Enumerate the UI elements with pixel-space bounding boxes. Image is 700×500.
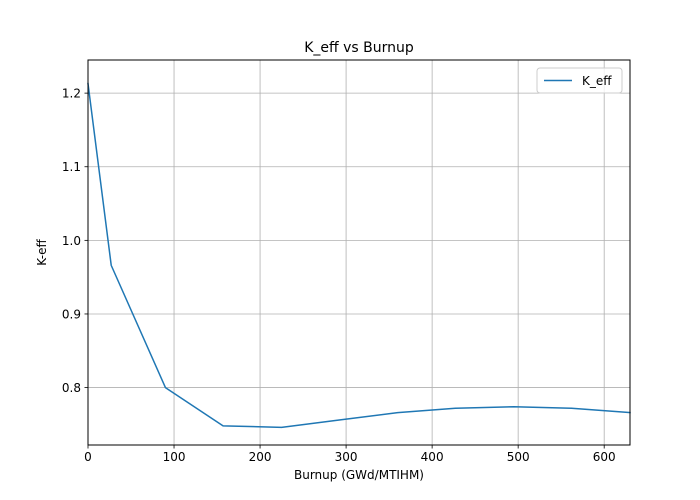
data-point — [281, 427, 283, 429]
data-point — [397, 412, 399, 414]
y-tick-label: 0.8 — [62, 381, 81, 395]
grid-lines — [87, 60, 630, 445]
axis-ticks: 0 100 200 300 400 500 600 0.8 0.9 1.0 1.1 1.2 — [62, 87, 616, 464]
y-tick-label: 1.2 — [62, 87, 81, 101]
x-tick-label: 400 — [421, 450, 444, 464]
data-point — [455, 407, 457, 409]
x-axis-label: Burnup (GWd/MTIHM) — [294, 468, 424, 482]
data-point — [222, 425, 224, 427]
plot-frame — [87, 59, 631, 446]
data-point — [513, 406, 515, 408]
x-tick-label: 200 — [249, 450, 272, 464]
legend: K_eff — [536, 67, 623, 94]
chart-title: K_eff vs Burnup — [304, 40, 414, 56]
data-point — [110, 265, 112, 267]
y-axis-label: K-eff — [35, 238, 49, 265]
data-point — [165, 387, 167, 389]
x-tick-label: 600 — [593, 450, 616, 464]
legend-box — [536, 67, 623, 94]
data-point — [338, 419, 340, 421]
series-line-1 — [87, 82, 631, 429]
data-point — [571, 407, 573, 409]
x-tick-label: 100 — [163, 450, 186, 464]
y-tick-label: 0.9 — [62, 307, 81, 321]
x-tick-label: 300 — [335, 450, 358, 464]
y-tick-label: 1.0 — [62, 234, 81, 248]
series-layer — [87, 82, 631, 429]
x-tick-label: 500 — [507, 450, 530, 464]
y-tick-label: 1.1 — [62, 160, 81, 174]
x-tick-label: 0 — [84, 450, 92, 464]
legend-label: K_eff — [582, 74, 612, 88]
